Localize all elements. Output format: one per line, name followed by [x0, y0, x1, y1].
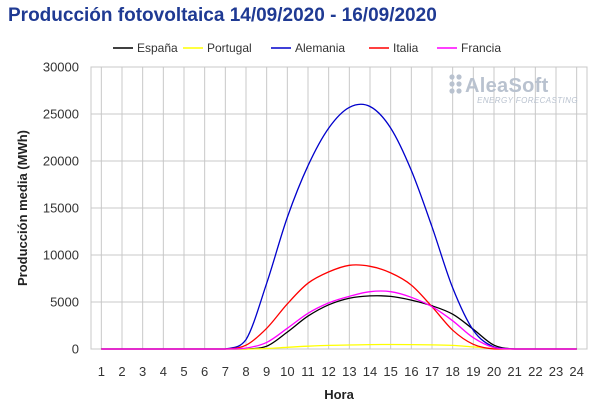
y-tick-label: 15000	[43, 201, 79, 216]
series-line-italia	[101, 264, 577, 350]
x-tick-label: 9	[263, 364, 270, 379]
x-tick-label: 10	[280, 364, 294, 379]
y-tick-label: 5000	[50, 295, 79, 310]
legend-label: Alemania	[295, 41, 345, 55]
series-line-francia	[101, 290, 577, 350]
legend-item-portugal: Portugal	[183, 41, 252, 55]
x-tick-label: 8	[242, 364, 249, 379]
x-tick-label: 18	[445, 364, 459, 379]
y-tick-labels: 0 5000 10000 15000 20000 25000 30000	[43, 60, 79, 357]
x-tick-label: 6	[201, 364, 208, 379]
logo-main-text: AleaSoft	[465, 75, 549, 97]
x-tick-label: 5	[180, 364, 187, 379]
chart-title: Producción fotovoltaica 14/09/2020 - 16/…	[8, 5, 437, 26]
x-tick-label: 4	[160, 364, 167, 379]
grid	[90, 66, 588, 350]
y-tick-label: 25000	[43, 107, 79, 122]
x-axis-title: Hora	[324, 387, 354, 402]
legend-item-españa: España	[113, 41, 178, 55]
logo-dots-icon	[449, 74, 462, 94]
legend-label: Portugal	[207, 41, 252, 55]
x-tick-label: 14	[363, 364, 377, 379]
series-line-españa	[101, 295, 577, 350]
aleasoft-logo: AleaSoft ENERGY FORECASTING	[449, 74, 578, 105]
legend-label: Francia	[461, 41, 501, 55]
x-tick-label: 13	[342, 364, 356, 379]
x-tick-label: 2	[118, 364, 125, 379]
x-tick-label: 15	[383, 364, 397, 379]
series-lines	[101, 103, 577, 350]
y-axis-title: Producción media (MWh)	[15, 130, 30, 286]
x-tick-label: 20	[487, 364, 501, 379]
x-tick-label: 16	[404, 364, 418, 379]
y-tick-label: 20000	[43, 154, 79, 169]
series-line-alemania	[101, 103, 577, 350]
x-tick-label: 12	[321, 364, 335, 379]
y-tick-label: 30000	[43, 60, 79, 75]
x-tick-label: 19	[466, 364, 480, 379]
legend-item-alemania: Alemania	[271, 41, 345, 55]
x-tick-label: 24	[569, 364, 583, 379]
logo-sub-text: ENERGY FORECASTING	[477, 96, 578, 105]
x-tick-label: 23	[549, 364, 563, 379]
x-tick-label: 21	[507, 364, 521, 379]
y-tick-label: 10000	[43, 248, 79, 263]
x-tick-labels: 1 2 3 4 5 6 7 8 9 10 11 12 13 14 15 16 17 18 19 20 21 22 23 24	[98, 364, 584, 379]
legend-label: Italia	[393, 41, 419, 55]
y-tick-label: 0	[72, 342, 79, 357]
x-tick-label: 7	[222, 364, 229, 379]
legend-item-italia: Italia	[369, 41, 419, 55]
legend: España Portugal Alemania Italia Francia	[113, 41, 501, 55]
x-tick-label: 1	[98, 364, 105, 379]
x-tick-label: 3	[139, 364, 146, 379]
x-tick-label: 22	[528, 364, 542, 379]
legend-label: España	[137, 41, 178, 55]
x-tick-label: 17	[425, 364, 439, 379]
x-tick-label: 11	[301, 364, 315, 379]
legend-item-francia: Francia	[437, 41, 501, 55]
